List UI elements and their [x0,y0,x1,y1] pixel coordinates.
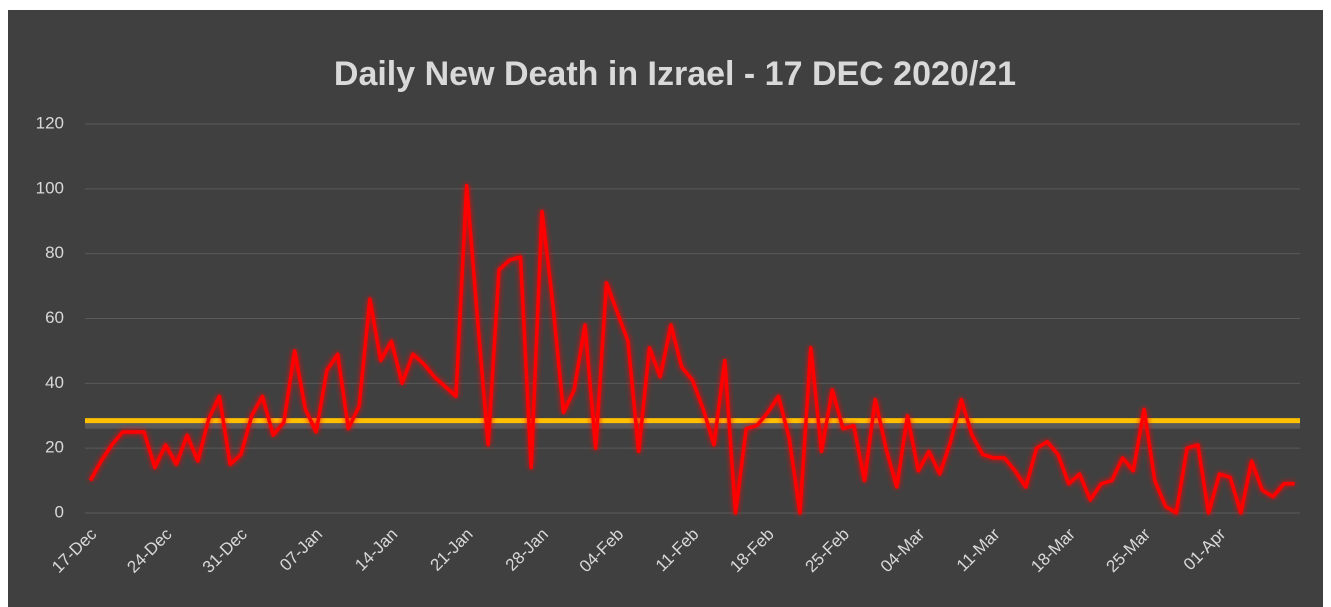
y-tick-label: 80 [45,243,64,262]
chart-title: Daily New Death in Izrael - 17 DEC 2020/… [334,55,1016,93]
y-tick-label: 0 [55,502,64,521]
data-line [88,183,1295,515]
chart-background [8,10,1323,607]
y-tick-label: 60 [45,308,64,327]
reference-band [85,420,1300,429]
y-tick-label: 100 [36,178,64,197]
y-tick-label: 120 [36,113,64,132]
y-tick-label: 40 [45,373,64,392]
y-tick-label: 20 [45,438,64,457]
